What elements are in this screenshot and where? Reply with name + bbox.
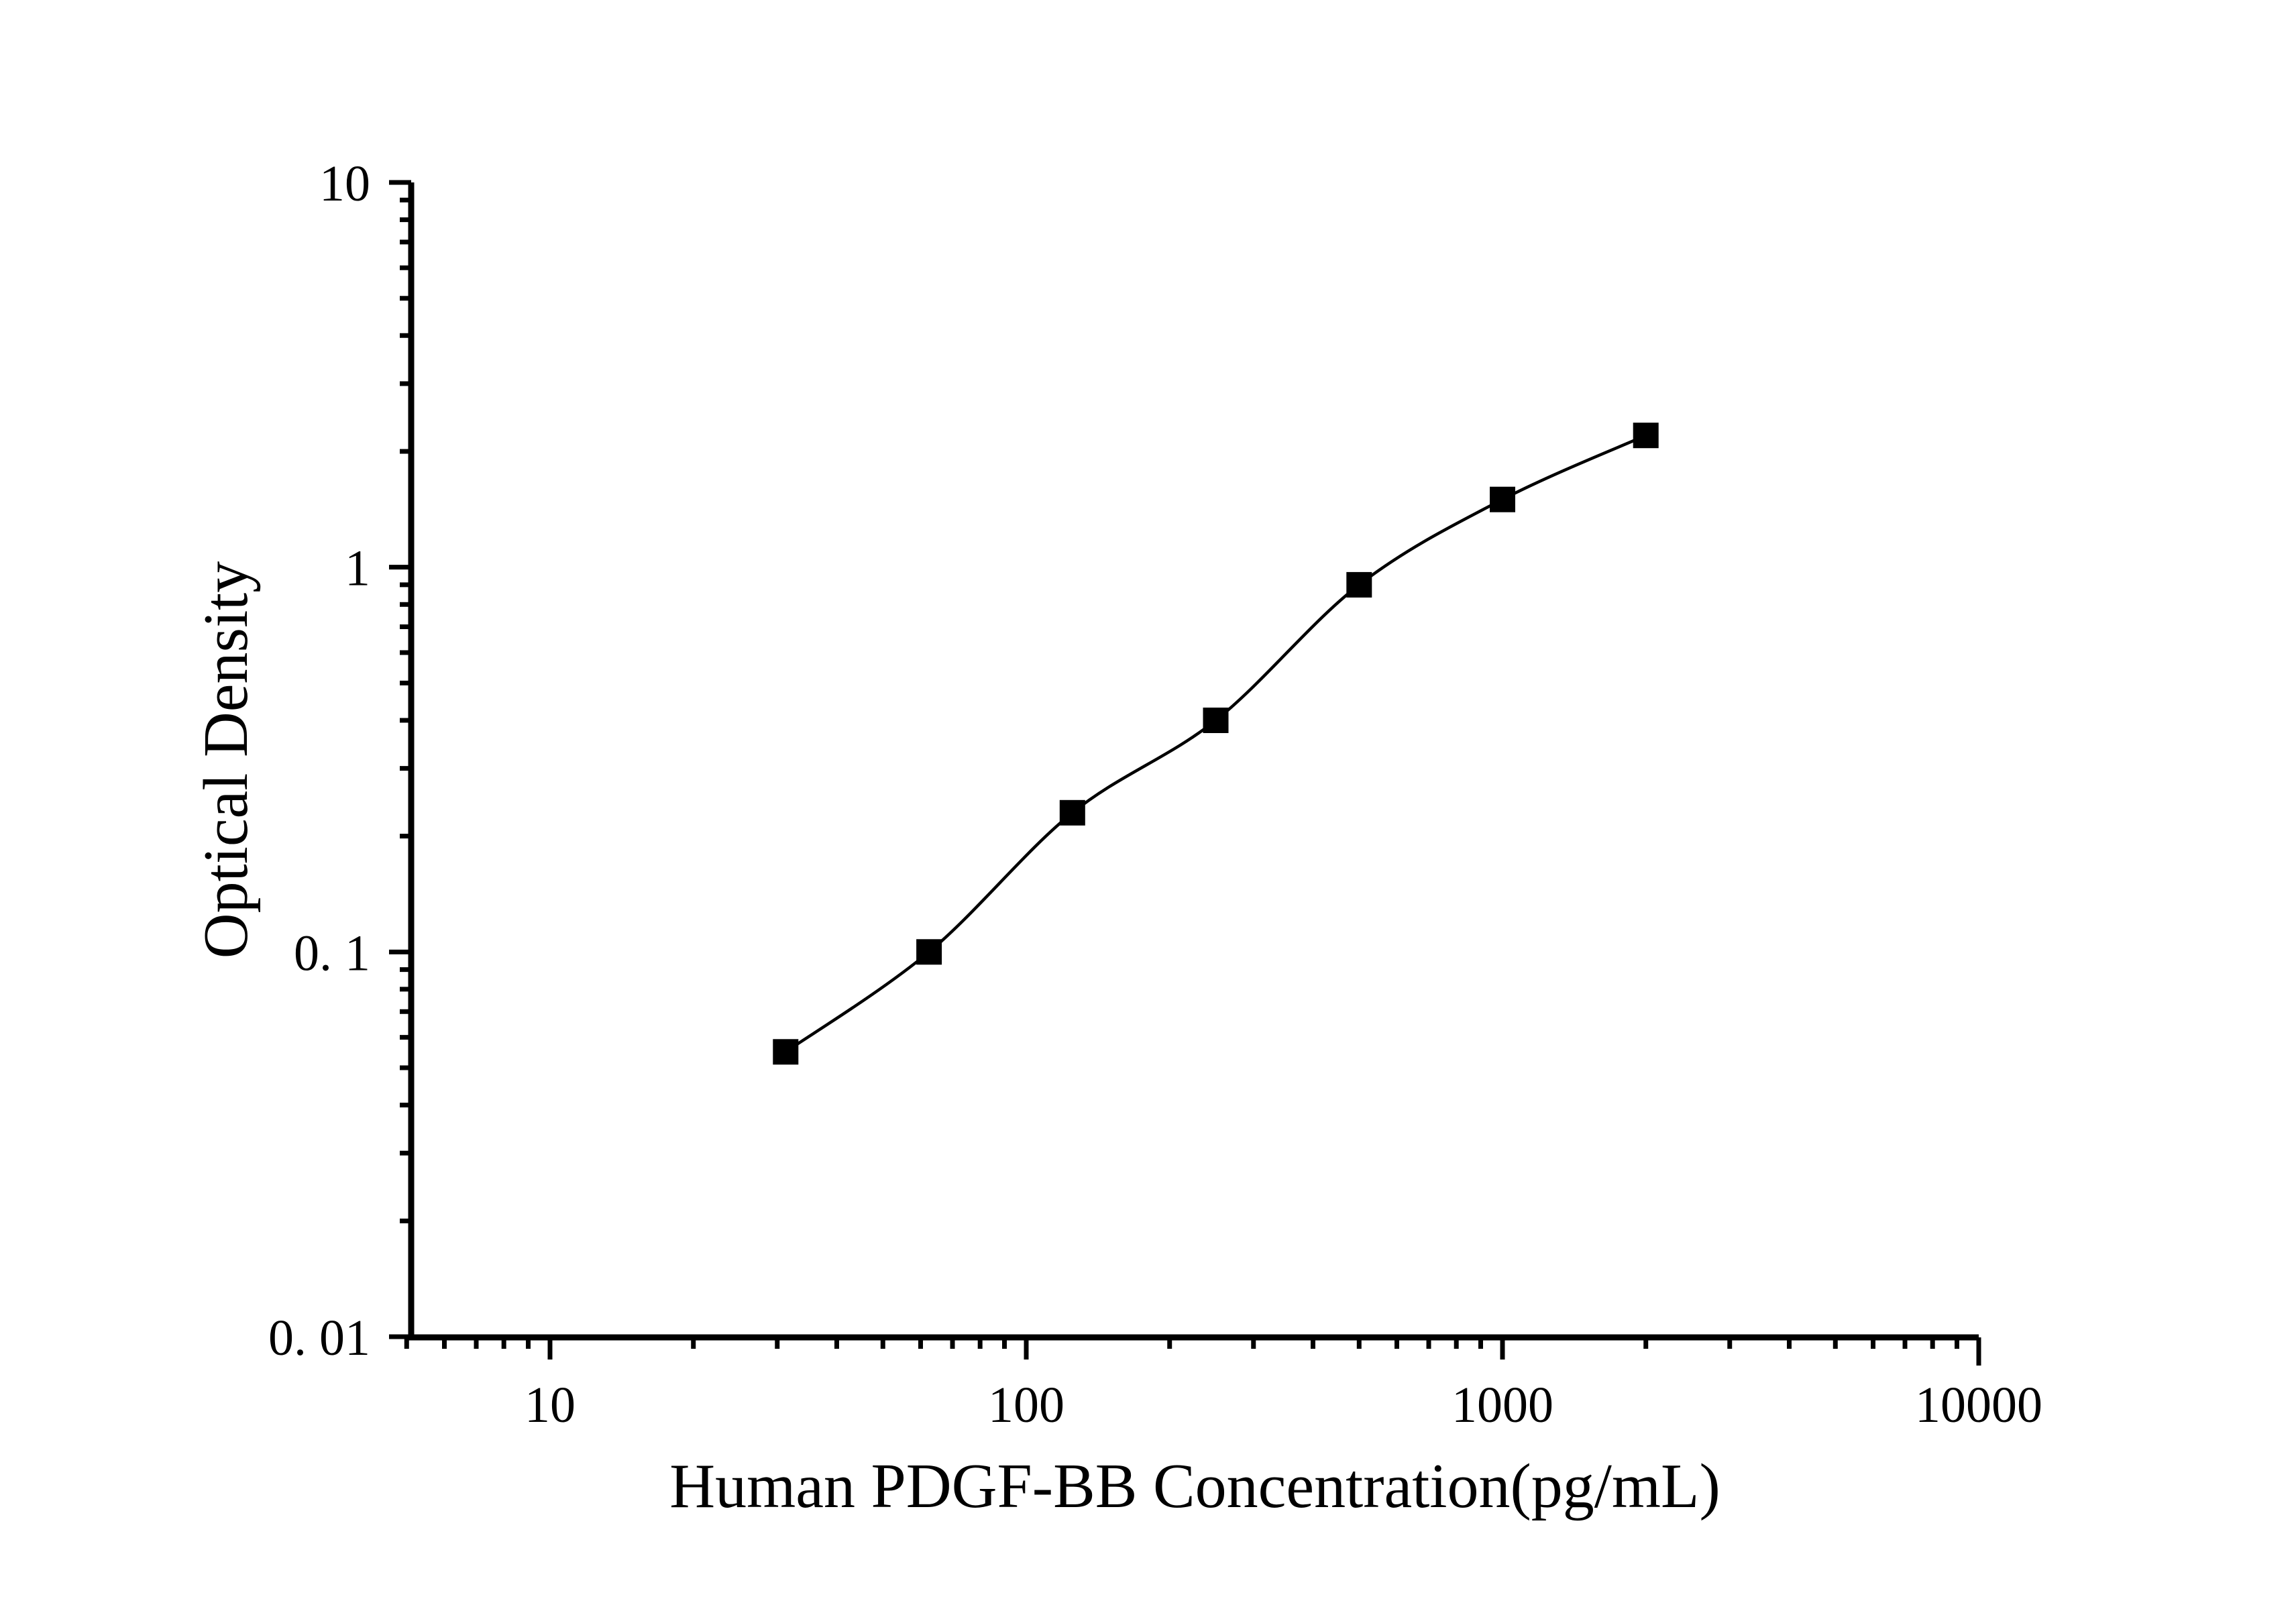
y-tick-label: 10 <box>319 156 370 212</box>
y-tick-label: 0. 1 <box>294 925 370 981</box>
data-point-marker <box>773 1039 799 1065</box>
data-point-marker <box>1203 708 1229 733</box>
y-tick-label: 1 <box>345 541 370 597</box>
standard-curve-line <box>785 434 1647 1054</box>
x-tick-label: 10 <box>525 1377 576 1433</box>
data-point-marker <box>916 939 942 965</box>
x-tick-label: 10000 <box>1915 1377 2042 1433</box>
data-point-marker <box>1490 486 1515 512</box>
data-point-marker <box>1346 571 1372 598</box>
y-axis-title: Optical Density <box>191 561 261 959</box>
x-tick-label: 100 <box>988 1377 1064 1433</box>
data-point-marker <box>1633 423 1659 449</box>
x-tick-label: 1000 <box>1452 1377 1553 1433</box>
x-axis-title: Human PDGF-BB Concentration(pg/mL) <box>669 1451 1720 1521</box>
data-point-marker <box>1059 799 1085 826</box>
y-tick-label: 0. 01 <box>268 1310 370 1366</box>
